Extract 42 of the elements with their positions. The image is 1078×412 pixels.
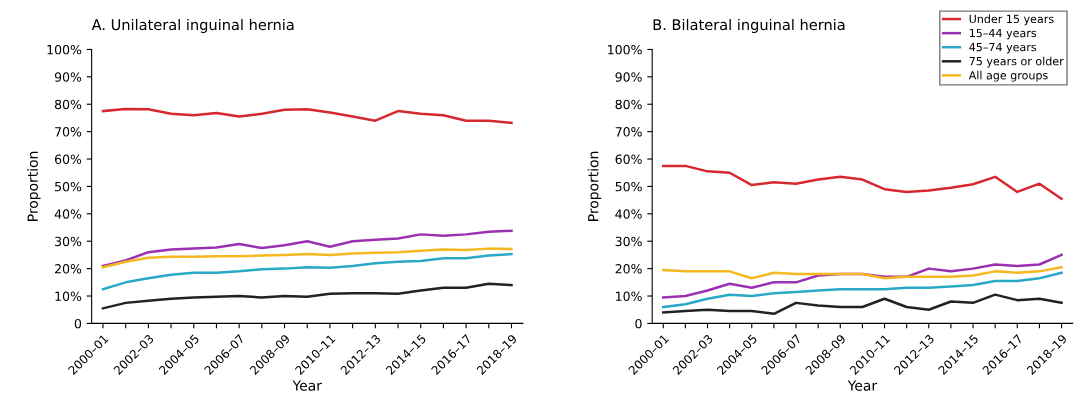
y-tick-label: 10% bbox=[55, 291, 82, 301]
line-series bbox=[662, 271, 1063, 309]
y-axis-title: Proportion bbox=[27, 151, 41, 221]
x-axis-title: Year bbox=[847, 380, 878, 391]
y-tick-label: 90% bbox=[54, 72, 82, 82]
y-tick-label: 10% bbox=[616, 291, 642, 301]
y-tick-label: 0 bbox=[635, 318, 642, 329]
chart-title: A. Unilateral inguinal hernia bbox=[91, 18, 294, 34]
line-series bbox=[101, 229, 513, 268]
line-series bbox=[101, 247, 513, 269]
line-series bbox=[101, 252, 513, 291]
line-series bbox=[662, 266, 1063, 280]
y-tick-label: 80% bbox=[54, 99, 82, 110]
line-series bbox=[662, 164, 1063, 201]
y-tick-label: 0 bbox=[74, 318, 82, 329]
y-tick-label: 30% bbox=[55, 236, 82, 247]
y-tick-label: 90% bbox=[615, 72, 642, 82]
y-tick-label: 30% bbox=[615, 236, 642, 247]
legend-label: 15–44 years bbox=[969, 28, 1037, 40]
y-tick-label: 100% bbox=[608, 44, 642, 55]
y-tick-label: 60% bbox=[55, 154, 82, 164]
line-series bbox=[101, 282, 513, 310]
x-axis-title: Year bbox=[292, 380, 322, 391]
legend-label: All age groups bbox=[968, 70, 1048, 82]
y-tick-label: 20% bbox=[615, 264, 642, 274]
legend-label: 45–74 years bbox=[969, 43, 1037, 54]
y-tick-label: 20% bbox=[55, 264, 82, 274]
y-axis-title: Proportion bbox=[587, 151, 602, 221]
line-series bbox=[662, 293, 1063, 316]
y-tick-label: 100% bbox=[47, 44, 82, 55]
y-tick-label: 70% bbox=[615, 127, 642, 137]
line-series bbox=[101, 107, 513, 125]
y-tick-label: 40% bbox=[54, 209, 82, 219]
y-tick-label: 40% bbox=[615, 209, 642, 219]
legend-label: 75 years or older bbox=[969, 56, 1064, 68]
chart-title: B. Bilateral inguinal hernia bbox=[653, 18, 845, 34]
legend-label: Under 15 years bbox=[969, 14, 1054, 26]
y-tick-label: 50% bbox=[615, 181, 642, 192]
y-tick-label: 70% bbox=[55, 127, 82, 137]
y-tick-label: 50% bbox=[55, 181, 82, 192]
y-tick-label: 60% bbox=[615, 154, 642, 164]
y-tick-label: 80% bbox=[615, 99, 642, 110]
